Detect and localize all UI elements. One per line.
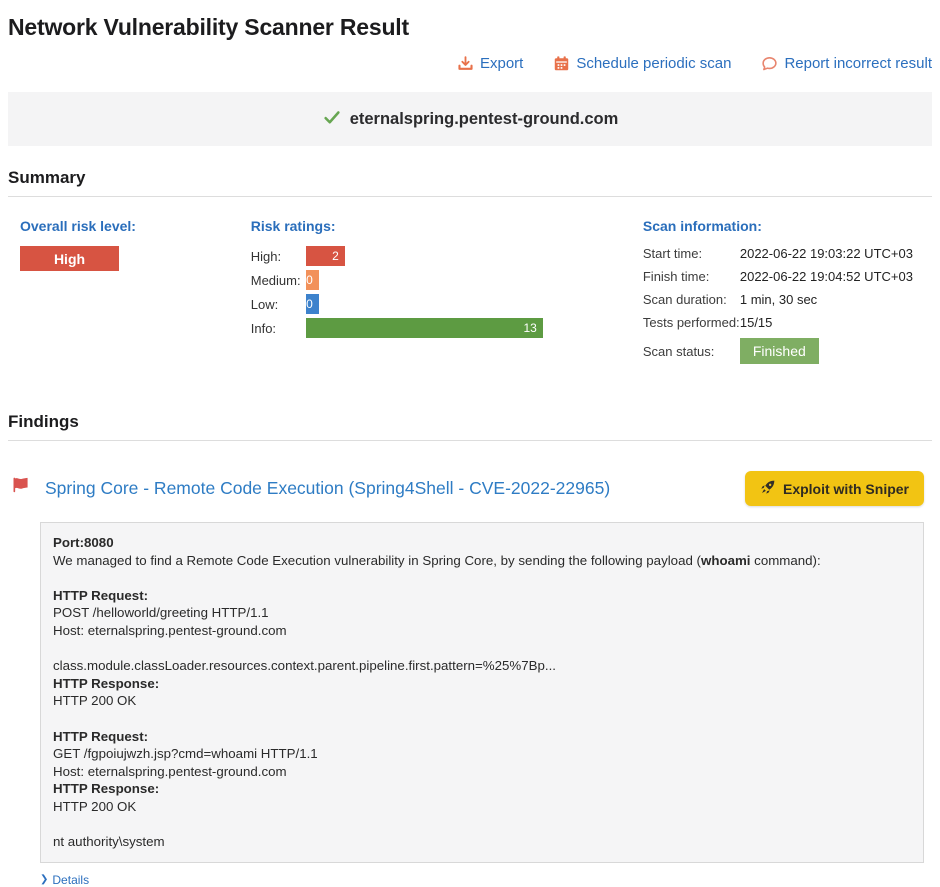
scan-row-label: Tests performed: — [642, 315, 740, 330]
finding-body: Port:8080 We managed to find a Remote Cod… — [40, 522, 924, 863]
header-actions: Export Schedule periodic scan — [8, 55, 932, 72]
scan-status-badge: Finished — [739, 338, 819, 364]
target-hostname: eternalspring.pentest-ground.com — [349, 109, 619, 128]
rating-bar-info: 13 — [305, 318, 543, 338]
rating-bar-low: 0 — [305, 294, 319, 314]
export-label: Export — [479, 55, 524, 72]
scan-row-value: 2022-06-22 19:03:22 UTC+03 — [739, 246, 913, 261]
target-banner: eternalspring.pentest-ground.com — [8, 92, 932, 146]
overall-risk-label: Overall risk level: — [20, 218, 136, 234]
download-icon — [457, 55, 474, 72]
rating-label: Low: — [250, 296, 279, 312]
scan-info-row: Scan duration: 1 min, 30 sec — [643, 292, 932, 307]
scan-status-label: Scan status: — [642, 343, 715, 359]
rating-row-low: Low: 0 — [251, 294, 543, 314]
exploit-button-label: Exploit with Sniper — [782, 480, 909, 497]
scan-row-label: Scan duration: — [642, 292, 727, 307]
details-link-label: Details — [52, 872, 90, 887]
overall-risk-column: Overall risk level: High — [20, 218, 251, 372]
rating-row-high: High: 2 — [251, 246, 543, 266]
scan-row-value: 2022-06-22 19:04:52 UTC+03 — [739, 269, 913, 284]
scan-status-row: Scan status: Finished — [643, 338, 932, 364]
scan-info-label: Scan information: — [642, 218, 762, 234]
rating-bar-medium: 0 — [305, 270, 319, 290]
calendar-icon — [553, 55, 570, 72]
scan-row-value: 15/15 — [739, 315, 773, 330]
flag-icon — [10, 476, 31, 501]
schedule-scan-label: Schedule periodic scan — [576, 55, 732, 72]
export-button[interactable]: Export — [457, 55, 523, 72]
scan-row-label: Finish time: — [642, 269, 710, 284]
exploit-with-sniper-button[interactable]: Exploit with Sniper — [744, 471, 924, 506]
findings-section: Findings Spring Core - Remote Code Execu… — [8, 412, 932, 887]
scan-info-row: Finish time: 2022-06-22 19:04:52 UTC+03 — [643, 269, 932, 284]
scan-info-row: Tests performed: 15/15 — [643, 315, 932, 330]
check-icon — [322, 108, 342, 131]
report-incorrect-button[interactable]: Report incorrect result — [761, 55, 932, 72]
rating-label: Info: — [250, 320, 277, 336]
finding-title-link[interactable]: Spring Core - Remote Code Execution (Spr… — [45, 478, 611, 498]
report-incorrect-label: Report incorrect result — [784, 55, 932, 72]
findings-heading: Findings — [8, 412, 79, 431]
rating-label: Medium: — [250, 272, 301, 288]
details-link[interactable]: ❯ Details — [40, 873, 89, 887]
rating-row-medium: Medium: 0 — [251, 270, 543, 290]
scan-row-label: Start time: — [642, 246, 703, 261]
summary-divider — [8, 196, 932, 197]
summary-content: Overall risk level: High Risk ratings: H… — [8, 218, 932, 372]
overall-risk-badge: High — [20, 246, 119, 271]
rocket-icon — [760, 479, 776, 498]
chevron-right-icon: ❯ — [40, 873, 49, 885]
scan-info-row: Start time: 2022-06-22 19:03:22 UTC+03 — [643, 246, 932, 261]
rating-row-info: Info: 13 — [251, 318, 543, 338]
finding-header: Spring Core - Remote Code Execution (Spr… — [8, 471, 932, 506]
summary-heading: Summary — [8, 168, 86, 187]
page-title: Network Vulnerability Scanner Result — [8, 14, 409, 40]
rating-bar-high: 2 — [305, 246, 345, 266]
scan-row-value: 1 min, 30 sec — [739, 292, 818, 307]
scan-info-column: Scan information: Start time: 2022-06-22… — [643, 218, 932, 372]
risk-ratings-label: Risk ratings: — [250, 218, 336, 234]
schedule-scan-button[interactable]: Schedule periodic scan — [553, 55, 731, 72]
rating-label: High: — [250, 248, 282, 264]
chat-bubble-icon — [761, 55, 778, 72]
summary-section: Summary Overall risk level: High Risk ra… — [8, 168, 932, 372]
risk-ratings-column: Risk ratings: High: 2 Medium: 0 Low: 0 I… — [251, 218, 543, 372]
findings-divider — [8, 440, 932, 441]
